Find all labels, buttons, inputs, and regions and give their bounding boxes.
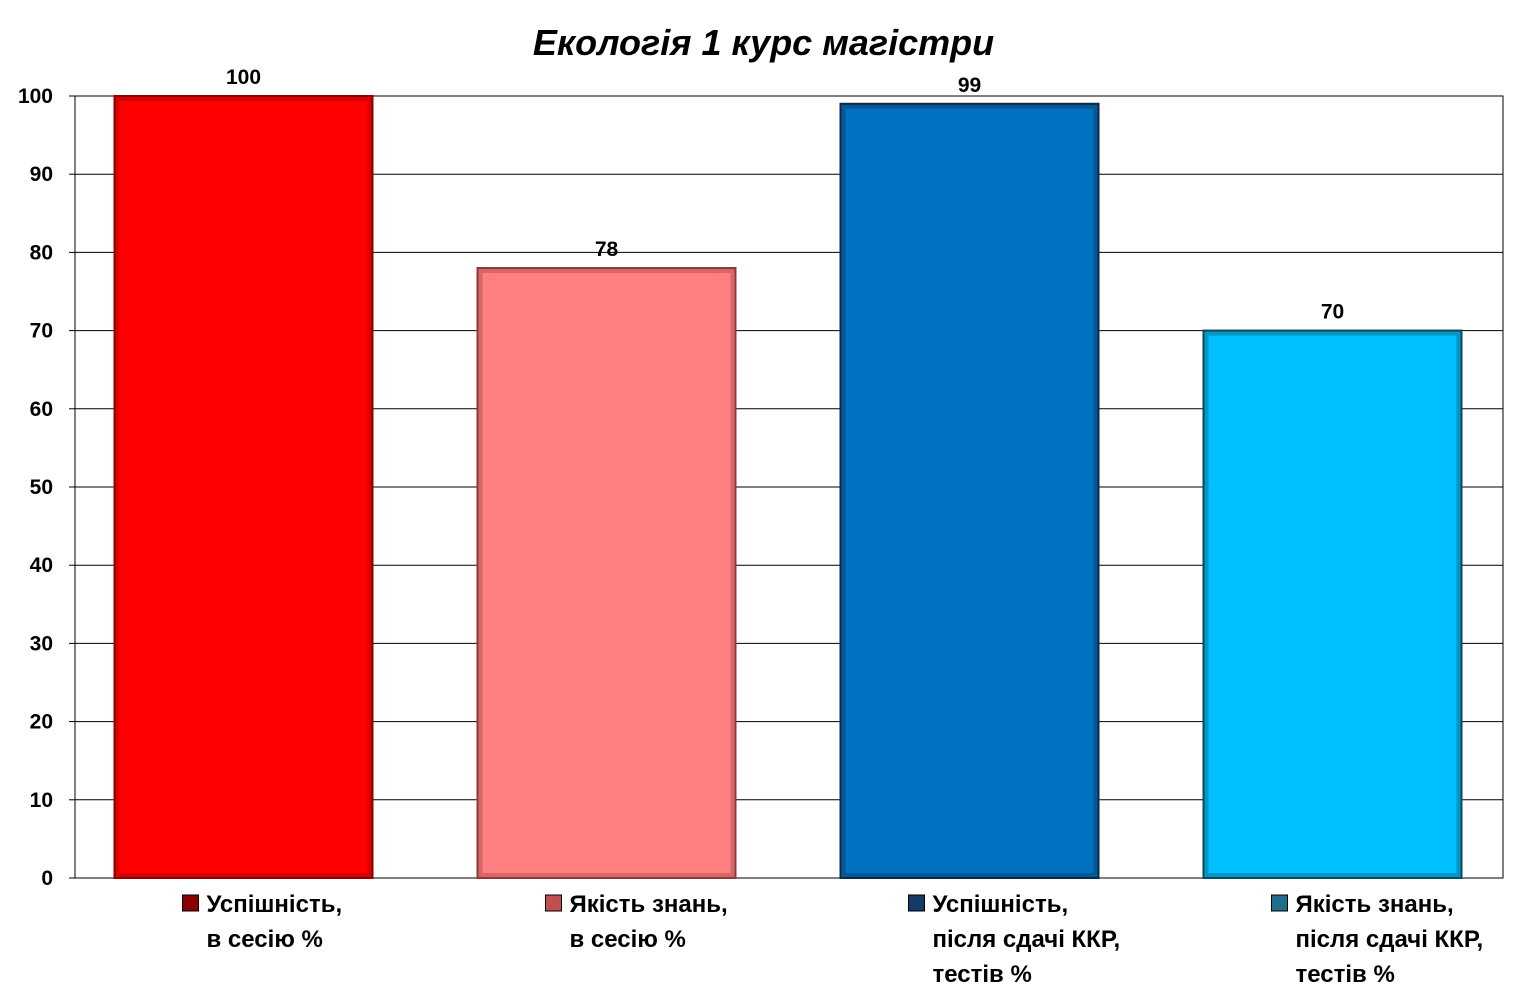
y-tick-label: 40 [30,554,53,577]
legend-marker [908,894,925,912]
y-tick-label: 0 [41,867,53,890]
y-tick-label: 60 [30,398,53,421]
y-tick-label: 10 [30,789,53,812]
legend-label: Успішність, [207,891,343,918]
legend-label: в сесію % [570,926,686,953]
y-tick-label: 80 [30,241,53,264]
legend-marker [1271,894,1288,912]
legend-entry: Якість знань, в сесію % [545,891,728,953]
legend-marker [545,894,562,912]
bars [113,95,1463,880]
legend-label: Якість знань, [1296,891,1454,918]
legend-label: після сдачі ККР, [933,926,1121,953]
data-label: 99 [958,74,981,97]
data-label: 70 [1321,301,1344,324]
bar-edge-shade [839,102,1100,879]
legend-entry: Якість знань, після сдачі ККР, тестів % [1271,891,1484,988]
y-tick-label: 90 [30,163,53,186]
y-tick-label: 50 [30,476,53,499]
legend-entry: Успішність, в сесію % [182,891,343,953]
bar [1202,329,1463,880]
chart-title: Екологія 1 курс магістри [532,22,995,63]
bar [113,95,374,879]
legend-label: після сдачі ККР, [1296,926,1484,953]
bar-group [113,95,374,879]
legend-label: Успішність, [933,891,1069,918]
legend-label: тестів % [933,961,1032,988]
bar-group [839,102,1100,879]
legend: Успішність, в сесію % Якість знань, в сесію… [182,891,1484,988]
y-tick-label: 30 [30,632,53,655]
data-label: 78 [595,238,619,261]
legend-marker [182,894,199,912]
legend-label: в сесію % [207,926,323,953]
bar-edge-shade [476,267,737,880]
legend-entry: Успішність, після сдачі ККР, тестів % [908,891,1121,988]
bar-edge-shade [113,95,374,879]
legend-label: тестів % [1296,961,1395,988]
legend-label: Якість знань, [570,891,728,918]
data-label: 100 [226,66,261,89]
y-tick-label: 100 [18,85,53,108]
bar-group [476,267,737,880]
bar-group [1202,329,1463,880]
y-axis-ticks: 0 10 20 30 40 50 60 70 80 90 100 [18,85,75,890]
bar [476,267,737,880]
data-labels: 100 78 99 70 [226,66,1344,324]
y-tick-label: 20 [30,711,53,734]
y-tick-label: 70 [30,320,53,343]
bar [839,102,1100,879]
bar-edge-shade [1202,329,1463,880]
